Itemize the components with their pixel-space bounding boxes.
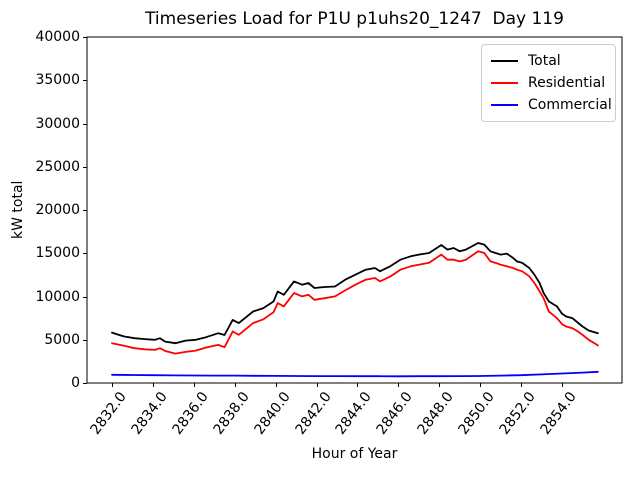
y-tick-label: 40000 (35, 29, 80, 45)
legend-label-commercial: Commercial (528, 97, 612, 113)
series-line-residential (111, 250, 599, 355)
y-tick-label: 0 (71, 375, 80, 391)
y-tick-label: 20000 (35, 202, 80, 218)
y-tick-label: 15000 (35, 245, 80, 262)
legend-item-commercial: Commercial (491, 94, 612, 116)
legend-item-residential: Residential (491, 72, 606, 94)
legend-label-residential: Residential (528, 75, 606, 91)
chart-title: Timeseries Load for P1U p1uhs20_1247 Day… (145, 9, 564, 29)
legend-line-total-icon (491, 60, 518, 62)
legend-item-total: Total (491, 50, 606, 72)
y-tick-label: 30000 (35, 115, 80, 132)
y-axis-label: kW total (10, 180, 26, 240)
y-tick-label: 25000 (35, 158, 80, 175)
y-tick-label: 10000 (35, 288, 80, 305)
legend-label-total: Total (528, 53, 561, 69)
legend-line-commercial-icon (491, 104, 518, 106)
legend-line-residential-icon (491, 82, 518, 84)
legend: Total Residential Commercial (481, 44, 616, 122)
y-tick-label: 35000 (35, 72, 80, 89)
series-line-commercial (111, 370, 599, 378)
y-tick-label: 5000 (44, 331, 80, 348)
x-axis-label: Hour of Year (311, 446, 398, 462)
series-line-total (111, 242, 599, 345)
